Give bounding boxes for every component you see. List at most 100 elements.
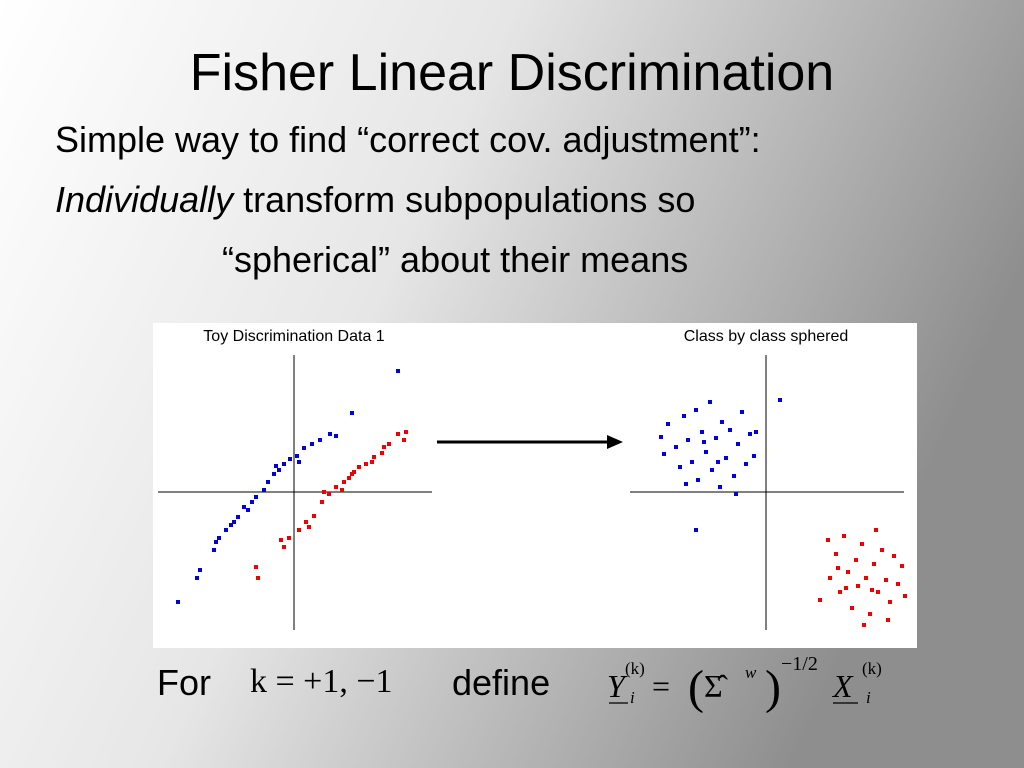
eq-sup: (k) [625,659,645,678]
point [242,505,246,509]
point [884,578,888,582]
point [402,438,406,442]
point [327,492,331,496]
point [686,438,690,442]
point [682,414,686,418]
point [876,590,880,594]
point [678,465,682,469]
point [666,422,670,426]
point [752,454,756,458]
formula-text: define [452,662,550,703]
point [659,435,663,439]
point [176,600,180,604]
point [886,618,890,622]
point [714,436,718,440]
point [716,460,720,464]
point [287,536,291,540]
point [198,568,202,572]
point [736,442,740,446]
point [396,369,400,373]
point [212,548,216,552]
point [842,534,846,538]
point [892,554,896,558]
point [334,485,338,489]
point [277,468,281,472]
slide-title: Fisher Linear Discrimination [190,44,834,102]
point [246,508,250,512]
point [214,540,218,544]
point [880,548,884,552]
point [229,523,233,527]
point [372,455,376,459]
point [846,570,850,574]
point [740,410,744,414]
point [856,584,860,588]
point [868,612,872,616]
point [826,538,830,542]
point [387,442,391,446]
point [684,482,688,486]
point [340,488,344,492]
text-line: Individually transform subpopulations so [55,179,695,220]
point [370,460,374,464]
point [320,500,324,504]
chart-title: Class by class sphered [684,328,849,345]
point [282,545,286,549]
point [854,558,858,562]
eq-symbol: X [831,668,854,704]
point [350,411,354,415]
eq-paren: ( [688,661,704,714]
point [295,454,299,458]
chart-title: Toy Discrimination Data 1 [203,328,385,345]
point [342,480,346,484]
point [778,398,782,402]
point [694,528,698,532]
point [322,490,326,494]
eq-sup: (k) [862,659,882,678]
point [748,432,752,436]
point [690,460,694,464]
point [404,430,408,434]
point [304,520,308,524]
point [312,514,316,518]
point [382,445,386,449]
point [754,430,758,434]
point [724,456,728,460]
charts: Toy Discrimination Data 1 Class by class … [158,328,907,630]
formula-k: k = +1, −1 [250,663,393,700]
point [836,566,840,570]
point [250,500,254,504]
point [328,432,332,436]
point [850,606,854,610]
point [256,576,260,580]
point [364,462,368,466]
point [352,470,356,474]
point [674,445,678,449]
eq-symbol: Y [607,668,628,704]
point [704,450,708,454]
point [862,623,866,627]
point [860,542,864,546]
point [702,440,706,444]
eq-sub: i [866,688,871,707]
point [297,460,301,464]
point [838,590,842,594]
point [396,432,400,436]
point [334,434,338,438]
point [870,588,874,592]
point [694,408,698,412]
point [236,515,240,519]
point [744,462,748,466]
point [903,594,907,598]
point [718,485,722,489]
point [828,576,832,580]
eq-sub: i [630,688,635,707]
point [274,464,278,468]
point [700,430,704,434]
point [282,462,286,466]
point [864,576,868,580]
point [888,600,892,604]
text-line: Simple way to find “correct cov. adjustm… [55,119,761,160]
eq-paren: ) [765,661,781,714]
